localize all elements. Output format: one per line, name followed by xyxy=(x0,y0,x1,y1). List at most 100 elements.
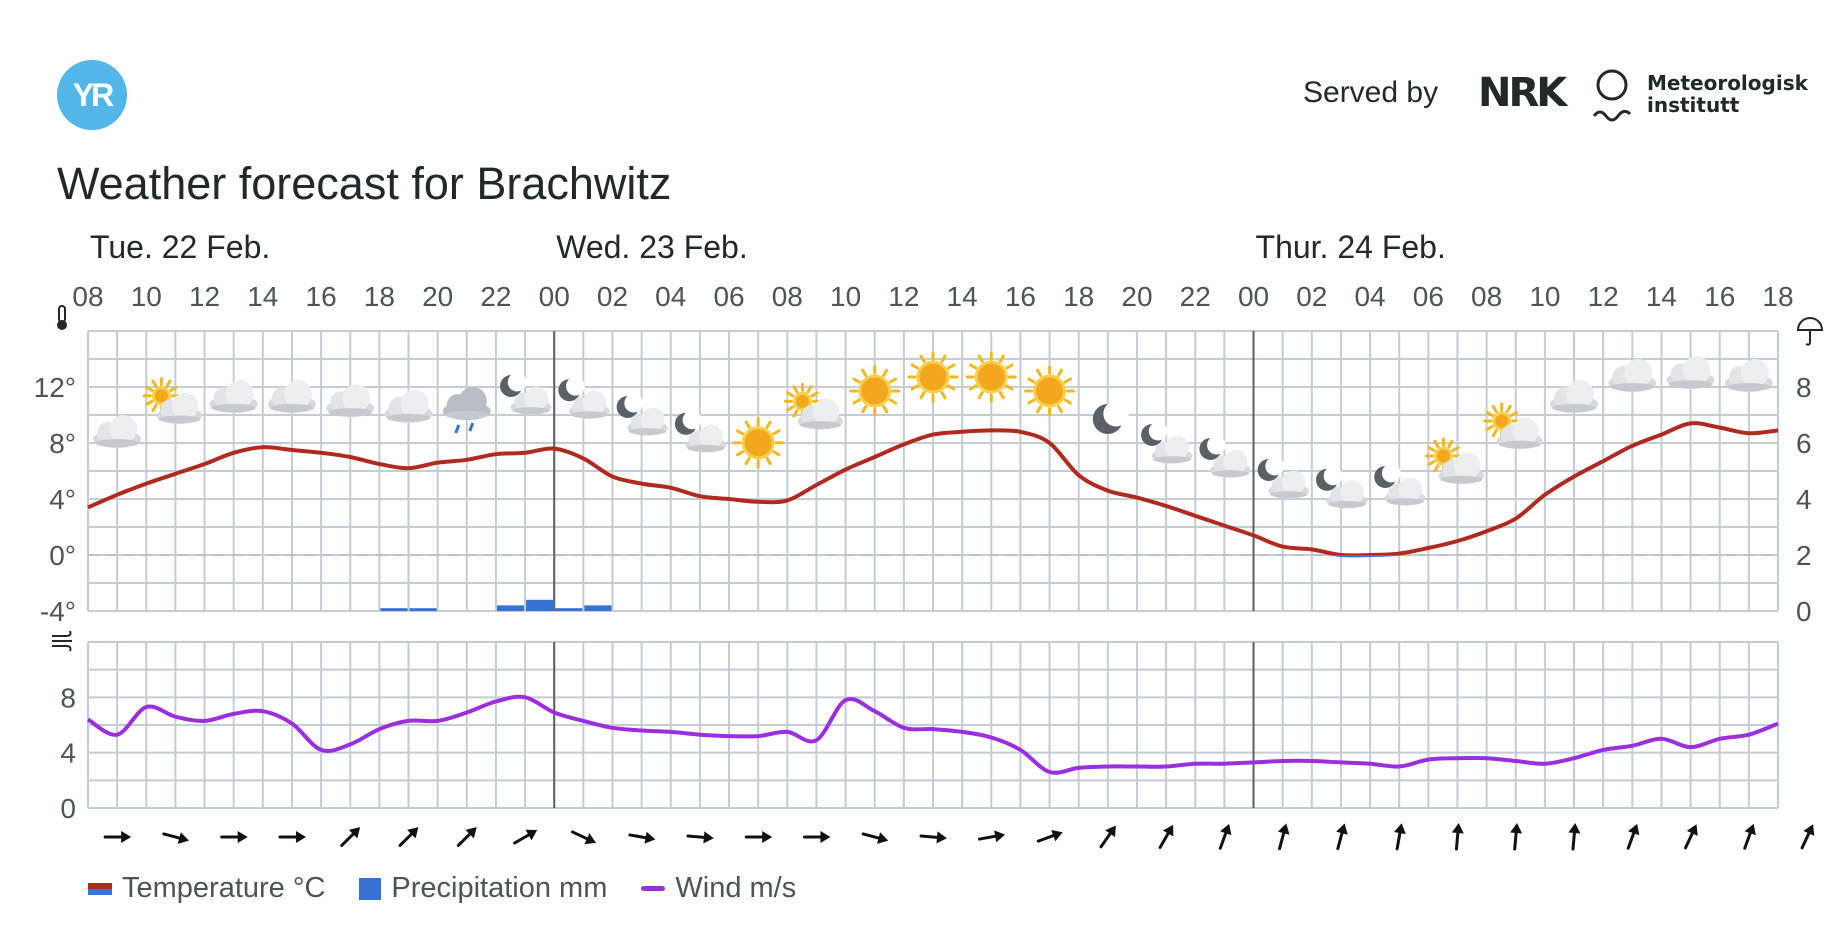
cloud-puff xyxy=(1165,435,1190,460)
wind-layer xyxy=(86,694,1779,775)
hour-tick-label: 16 xyxy=(1005,281,1036,312)
hour-tick-label: 14 xyxy=(247,281,278,312)
cloud-shape xyxy=(1496,417,1543,450)
cloud-puff xyxy=(524,386,549,411)
partly-cloudy-day-icon xyxy=(142,377,203,425)
sun-shape xyxy=(732,417,784,469)
arrow-head xyxy=(1803,824,1815,836)
wind-direction-arrow xyxy=(1393,823,1406,851)
sun-ray xyxy=(968,363,978,370)
temperature-swatch xyxy=(88,882,112,895)
forecast-chart: Tue. 22 Feb. Wed. 23 Feb. Thur. 24 Feb.08 1… xyxy=(34,229,1824,851)
wind-direction-arrow xyxy=(919,831,947,844)
precipitation-tick-label: 2 xyxy=(1796,540,1812,571)
precipitation-tick-label: 8 xyxy=(1796,372,1812,403)
cloud-shape xyxy=(1550,380,1599,413)
cloud-shadow xyxy=(1668,380,1713,389)
sun-ray xyxy=(888,398,898,405)
cloud-shadow xyxy=(1386,498,1424,505)
sun-ray xyxy=(947,363,956,370)
sun-shape xyxy=(1024,365,1076,417)
arrow-head xyxy=(1051,829,1063,842)
cloud-puff xyxy=(1512,417,1539,445)
cloud-puff xyxy=(1453,452,1481,480)
cloud-shape xyxy=(1724,359,1773,392)
sun-icon xyxy=(1024,365,1076,417)
moon-shape xyxy=(674,410,702,435)
cloud-shadow xyxy=(1269,491,1308,498)
precipitation-bar xyxy=(496,605,525,611)
precipitation-bar xyxy=(380,608,408,611)
sun-icon xyxy=(965,351,1017,403)
hour-tick-label: 08 xyxy=(72,281,103,312)
sun-ray xyxy=(1505,404,1512,413)
wind-direction-arrow xyxy=(1510,823,1523,851)
wind-direction-layer xyxy=(103,823,1815,851)
partly-cloudy-day-icon xyxy=(783,382,844,430)
thermometer-bulb xyxy=(57,320,67,330)
cloud-puff xyxy=(1740,359,1769,387)
cloud-shape xyxy=(685,424,727,453)
cloud-shadow xyxy=(386,413,431,422)
moon-cut xyxy=(1103,401,1129,427)
wind-direction-arrow xyxy=(861,832,889,844)
sun-ray xyxy=(1447,439,1454,448)
sun-ray xyxy=(151,379,158,388)
sun-disc xyxy=(1033,374,1067,408)
moon-shape xyxy=(1141,421,1168,446)
cloud-puff xyxy=(1624,359,1653,387)
wind-direction-arrow xyxy=(513,829,538,845)
moon-shape xyxy=(616,393,644,418)
sun-ray xyxy=(1485,411,1494,417)
cloud-icon xyxy=(384,389,433,423)
wind-direction-arrow xyxy=(570,830,597,845)
sun-ray xyxy=(852,377,861,384)
sun-ray xyxy=(792,385,799,394)
wind-icon-strokes xyxy=(52,630,72,652)
temperature-tick-label: 8° xyxy=(49,428,76,459)
sun-icon xyxy=(849,365,901,417)
hour-tick-label: 10 xyxy=(131,281,162,312)
arrow-head xyxy=(703,831,714,844)
cloud-puff xyxy=(225,380,254,408)
precipitation-swatch xyxy=(359,877,382,900)
yr-logo: YR xyxy=(57,60,127,130)
sun-ray xyxy=(910,363,919,370)
cloud-puff xyxy=(458,387,487,415)
wind-direction-arrow xyxy=(278,831,306,843)
umbrella-handle xyxy=(1805,330,1811,346)
sun-ray xyxy=(1036,368,1043,377)
partly-cloudy-night-icon xyxy=(558,377,610,419)
partly-cloudy-day-icon xyxy=(1424,437,1485,485)
moon-icon xyxy=(1092,401,1129,434)
sun-shape xyxy=(907,351,959,403)
cloud-shadow xyxy=(1498,440,1541,449)
precipitation-tick-label: 0 xyxy=(1796,596,1812,627)
hour-tick-label: 12 xyxy=(1588,281,1619,312)
moon-shape xyxy=(1374,463,1401,488)
day-label: Tue. 22 Feb. xyxy=(90,229,270,265)
arrow-head xyxy=(1451,823,1464,834)
precipitation-tick-label: 6 xyxy=(1796,428,1812,459)
cloud-shape xyxy=(568,390,610,419)
wind-direction-arrow xyxy=(1626,823,1640,850)
cloud-puff xyxy=(1340,480,1364,505)
legend-precipitation: Precipitation mm xyxy=(359,872,607,905)
cloud-puff xyxy=(283,380,312,408)
temperature-tick-label: 4° xyxy=(49,484,76,515)
cloud-shadow xyxy=(444,411,489,419)
arrow-head xyxy=(1568,823,1581,834)
cloud-puff xyxy=(582,390,607,415)
sun-shape xyxy=(1424,437,1462,475)
hour-tick-label: 16 xyxy=(1704,281,1735,312)
hour-tick-label: 22 xyxy=(480,281,511,312)
arrow-head xyxy=(407,827,419,839)
page-title: Weather forecast for Brachwitz xyxy=(57,158,672,209)
cloud-shadow xyxy=(269,404,314,412)
cloud-shape xyxy=(1268,470,1310,499)
arrow-head xyxy=(1510,823,1523,834)
wind-direction-arrow xyxy=(340,827,361,847)
sun-ray xyxy=(765,456,772,466)
arrow-head xyxy=(1744,823,1756,836)
sun-ray xyxy=(1491,429,1498,438)
